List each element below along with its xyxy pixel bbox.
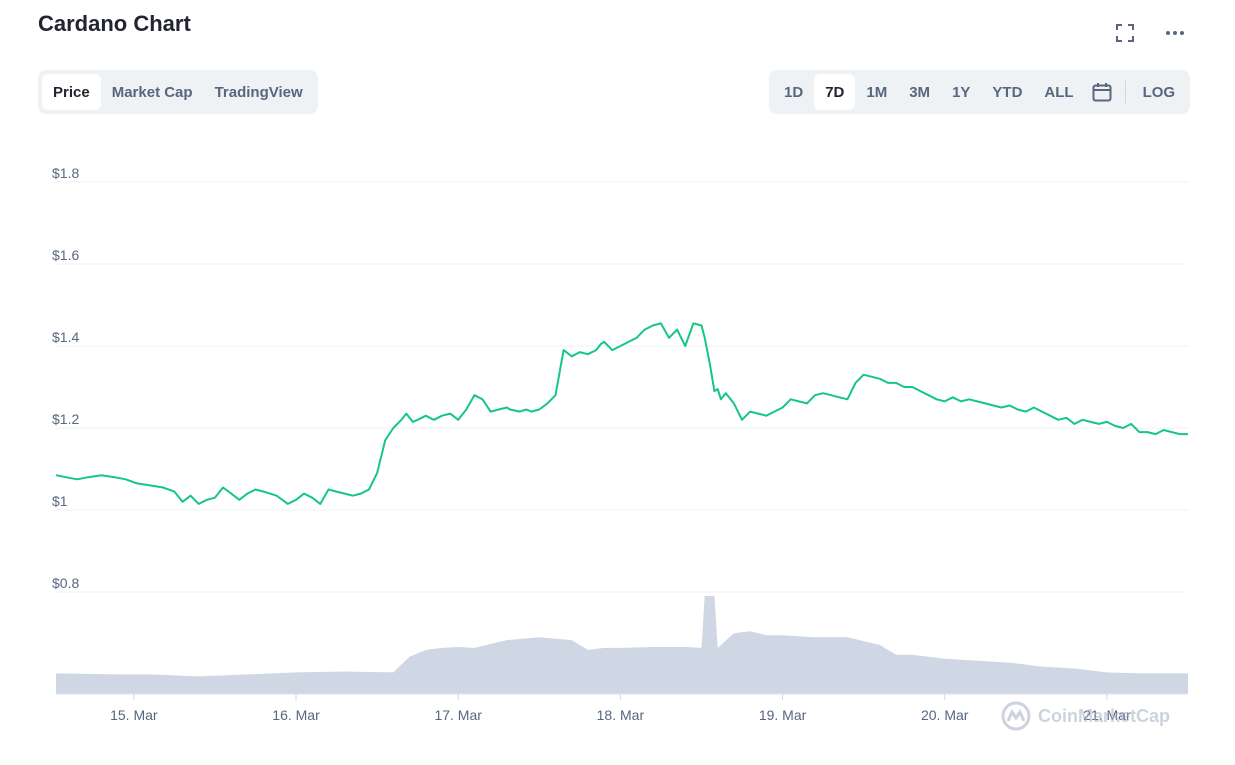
x-tick-label: 21. Mar (1083, 707, 1131, 723)
x-tick-label: 20. Mar (921, 707, 969, 723)
range-1d[interactable]: 1D (773, 74, 814, 110)
y-tick-label: $1.2 (52, 411, 79, 427)
y-tick-label: $0.8 (52, 575, 79, 591)
x-tick-label: 18. Mar (597, 707, 645, 723)
x-axis-ticks: 15. Mar 16. Mar 17. Mar 18. Mar 19. Mar 20. M… (110, 694, 1131, 723)
x-tick-label: 16. Mar (272, 707, 320, 723)
volume-bars (56, 596, 1188, 694)
page-title: Cardano Chart (38, 11, 191, 36)
y-axis-ticks: $1.8 $1.6 $1.4 $1.2 $1 $0.8 (52, 165, 79, 591)
divider (1124, 81, 1126, 103)
volume-area (56, 596, 1188, 695)
chart-type-tabs: Price Market Cap TradingView (38, 70, 318, 114)
calendar-icon[interactable] (1085, 74, 1119, 110)
x-tick-label: 17. Mar (434, 707, 482, 723)
y-tick-label: $1.8 (52, 165, 79, 181)
coinmarketcap-logo-icon (1001, 701, 1031, 731)
range-7d[interactable]: 7D (814, 74, 856, 110)
tab-tradingview[interactable]: TradingView (204, 74, 314, 110)
y-tick-label: $1.4 (52, 329, 79, 345)
range-ytd[interactable]: YTD (981, 74, 1033, 110)
watermark-text: CoinMarketCap (1038, 705, 1171, 726)
price-series-line (55, 322, 1188, 505)
range-3m[interactable]: 3M (898, 74, 941, 110)
log-scale-toggle[interactable]: LOG (1132, 74, 1187, 110)
x-tick-label: 19. Mar (759, 707, 807, 723)
tab-price[interactable]: Price (42, 74, 101, 110)
grid-lines (56, 181, 1188, 593)
tab-market-cap[interactable]: Market Cap (101, 74, 204, 110)
more-options-icon[interactable] (1162, 20, 1188, 46)
range-1y[interactable]: 1Y (941, 74, 981, 110)
x-tick-label: 15. Mar (110, 707, 158, 723)
price-line (55, 322, 1188, 505)
range-1m[interactable]: 1M (855, 74, 898, 110)
time-range-selector: 1D 7D 1M 3M 1Y YTD ALL LOG (769, 70, 1191, 114)
y-tick-label: $1 (52, 493, 68, 509)
range-all[interactable]: ALL (1033, 74, 1084, 110)
coinmarketcap-watermark: CoinMarketCap (1000, 700, 1170, 732)
y-tick-label: $1.6 (52, 247, 79, 263)
fullscreen-icon[interactable] (1112, 20, 1138, 46)
